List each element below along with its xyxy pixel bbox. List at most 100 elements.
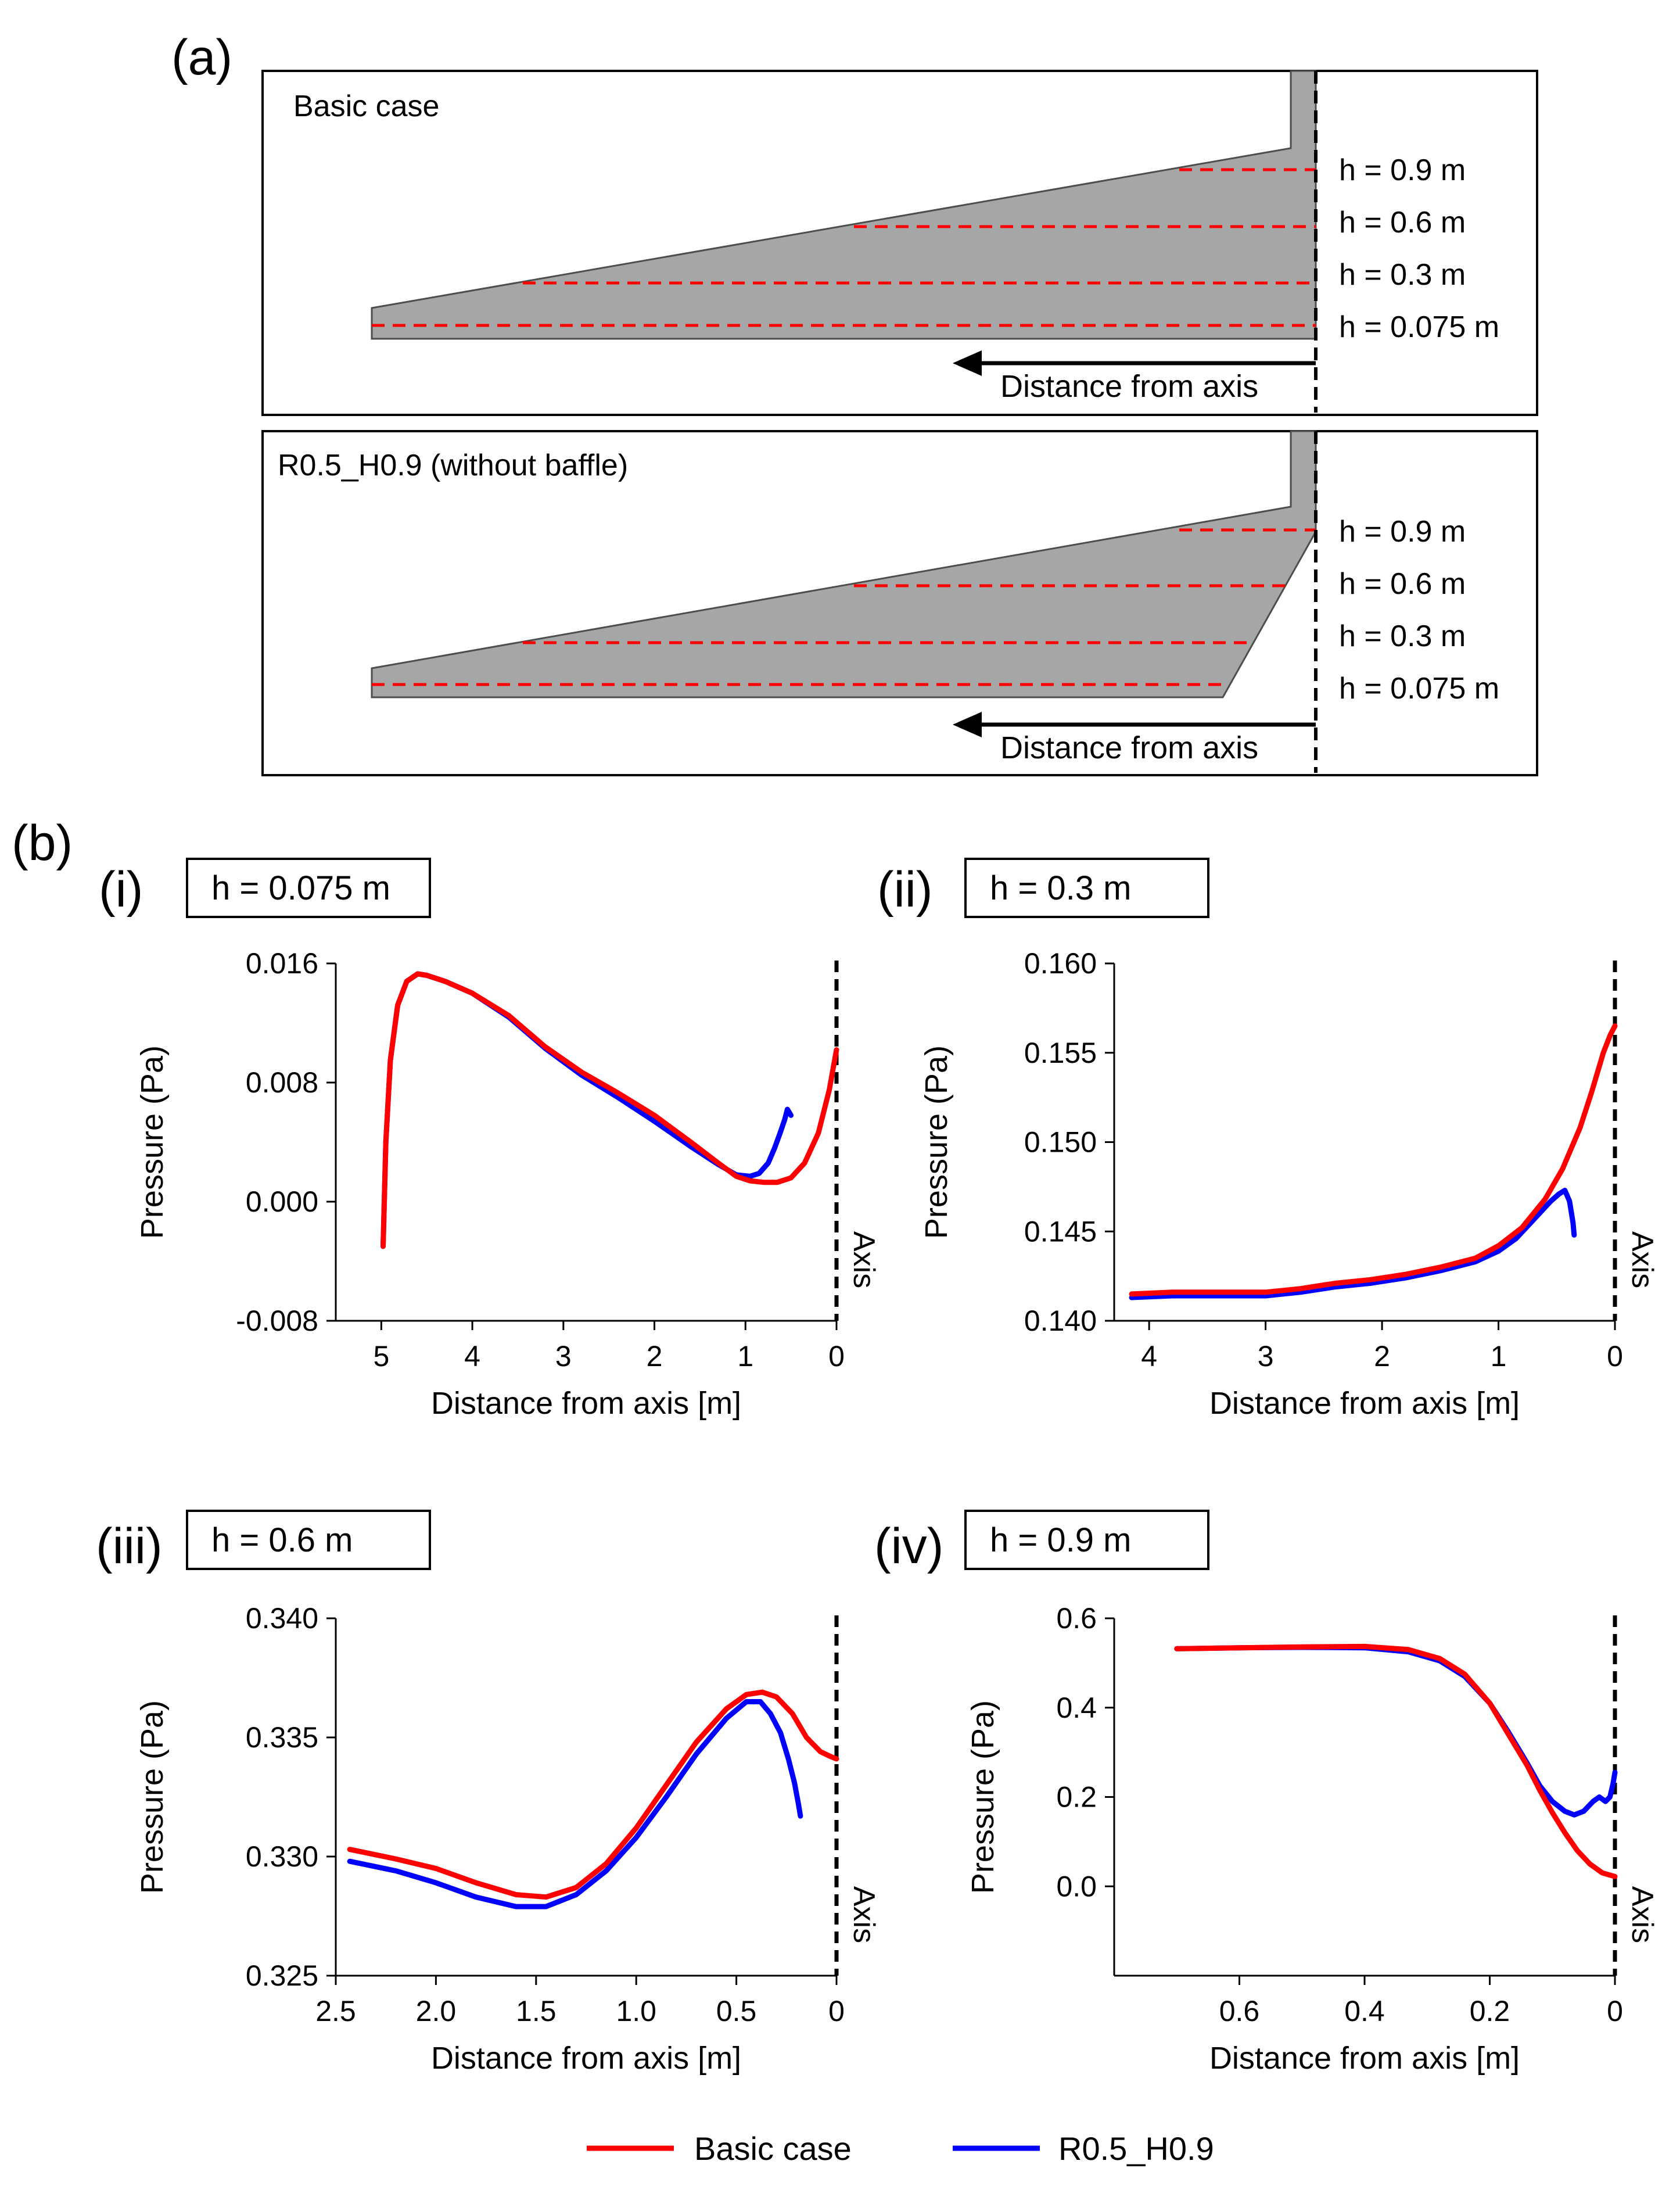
level-label-r05-h03: h = 0.3 m: [1339, 619, 1466, 653]
level-label-r05-h06: h = 0.6 m: [1339, 567, 1466, 601]
x-tick-label: 0.4: [1344, 1995, 1385, 2027]
level-label-h03: h = 0.3 m: [1339, 258, 1466, 292]
series-line-basic-case: [347, 1689, 839, 1900]
chart-1: (i) h = 0.075 m -0.008 0.000 0.008 0.016 5 4 3 2 1…: [99, 858, 881, 1421]
y-tick-label: 0.155: [1024, 1037, 1097, 1069]
chart-title-box: [186, 1510, 431, 1570]
y-axis-label: Pressure (Pa): [135, 1045, 170, 1239]
chart-panel-label: (iii): [96, 1518, 163, 1574]
series-line-r0-5-h0-9: [1174, 1644, 1618, 1818]
x-tick-label: 2: [647, 1340, 663, 1373]
y-tick-label: 0.0: [1056, 1870, 1097, 1902]
series-line-basic-case: [380, 971, 839, 1249]
axis-marker-label: Axis: [1625, 1886, 1659, 1943]
y-tick-label: -0.008: [236, 1305, 318, 1337]
y-tick-label: 0.150: [1024, 1126, 1097, 1159]
arrow-head-r05: [953, 712, 982, 737]
level-label-h06: h = 0.6 m: [1339, 206, 1466, 239]
chart-3: (iii) h = 0.6 m 0.325 0.330 0.335 0.340 2.5 2.0…: [96, 1510, 881, 2076]
x-tick-label: 3: [555, 1340, 572, 1373]
x-tick-label: 0: [1607, 1340, 1623, 1373]
x-tick-label: 3: [1258, 1340, 1274, 1373]
x-tick-label: 2.5: [315, 1995, 356, 2027]
y-axis-label: Pressure (Pa): [919, 1045, 954, 1239]
x-tick-label: 0.5: [716, 1995, 757, 2027]
chart-title: h = 0.9 m: [990, 1521, 1131, 1559]
x-tick-label: 0: [1607, 1995, 1623, 2027]
diagram-r05-h09: R0.5_H0.9 (without baffle) h = 0.9 m h =…: [261, 430, 1538, 776]
y-axis-label: Pressure (Pa): [135, 1700, 170, 1894]
legend-label-basic: Basic case: [694, 2130, 852, 2167]
chart-title-box: [964, 1510, 1209, 1570]
x-tick-label: 1.5: [516, 1995, 557, 2027]
y-tick-label: 0.008: [246, 1066, 318, 1099]
x-tick-label: 1: [1491, 1340, 1507, 1373]
series-line-basic-case: [1129, 1023, 1618, 1297]
tank-shape-basic: [371, 70, 1317, 340]
panel-a-label: (a): [171, 30, 232, 85]
y-tick-label: 0.145: [1024, 1215, 1097, 1248]
chart-panel-label: (iv): [874, 1518, 943, 1574]
level-label-r05-h09: h = 0.9 m: [1339, 515, 1466, 549]
series-line-r0-5-h0-9: [1129, 1188, 1577, 1300]
tank-shape-r05: [371, 430, 1317, 698]
y-tick-label: 0.016: [246, 947, 318, 980]
y-tick-label: 0.335: [246, 1721, 318, 1754]
chart-4: (iv) h = 0.9 m 0.0 0.2 0.4 0.6 0.6 0.4 0.2 0 Dista…: [874, 1510, 1659, 2076]
y-axis-label: Pressure (Pa): [965, 1700, 1000, 1894]
diagram-basic-frame: [261, 70, 1538, 416]
chart-2: (ii) h = 0.3 m 0.140 0.145 0.150 0.155 0.160 4 3…: [877, 858, 1659, 1421]
chart-title: h = 0.3 m: [990, 869, 1131, 907]
x-axis-label: Distance from axis [m]: [1209, 1386, 1520, 1421]
chart-panel-label: (ii): [877, 862, 933, 918]
series-line-r0-5-h0-9: [347, 1699, 803, 1909]
x-tick-label: 4: [1141, 1340, 1157, 1373]
axis-marker-label: Axis: [1625, 1231, 1659, 1288]
x-tick-label: 0: [828, 1995, 845, 2027]
diagram-r05-title: R0.5_H0.9 (without baffle): [278, 449, 628, 482]
x-axis-label: Distance from axis [m]: [1209, 2041, 1520, 2076]
x-tick-label: 4: [464, 1340, 480, 1373]
diagram-r05-frame: [261, 430, 1538, 776]
y-tick-label: 0.2: [1056, 1781, 1097, 1814]
x-tick-label: 1: [737, 1340, 753, 1373]
x-tick-label: 0.2: [1470, 1995, 1510, 2027]
chart-title: h = 0.6 m: [211, 1521, 353, 1559]
y-tick-label: 0.4: [1056, 1692, 1097, 1724]
level-label-h0075: h = 0.075 m: [1339, 310, 1499, 344]
legend-label-r05: R0.5_H0.9: [1058, 2130, 1214, 2167]
x-tick-label: 1.0: [616, 1995, 656, 2027]
series-line-basic-case: [1174, 1643, 1618, 1879]
distance-label-basic: Distance from axis: [1000, 369, 1258, 404]
distance-label-r05: Distance from axis: [1000, 730, 1258, 765]
panel-b-label: (b): [12, 815, 73, 871]
y-tick-label: 0.140: [1024, 1305, 1097, 1337]
axis-marker-label: Axis: [847, 1231, 881, 1288]
x-axis-label: Distance from axis [m]: [431, 2041, 741, 2076]
chart-title: h = 0.075 m: [211, 869, 390, 907]
axis-marker-label: Axis: [847, 1886, 881, 1943]
diagram-basic-case: Basic case h = 0.9 m h = 0.6 m h = 0.3 m…: [261, 70, 1538, 416]
x-axis-label: Distance from axis [m]: [431, 1386, 741, 1421]
y-tick-label: 0.330: [246, 1840, 318, 1873]
legend: Basic case R0.5_H0.9: [587, 2130, 1214, 2167]
x-tick-label: 2: [1374, 1340, 1390, 1373]
x-tick-label: 5: [373, 1340, 389, 1373]
arrow-head-basic: [953, 350, 982, 376]
y-tick-label: 0.160: [1024, 947, 1097, 980]
level-label-r05-h0075: h = 0.075 m: [1339, 672, 1499, 705]
chart-title-box: [964, 858, 1209, 918]
x-tick-label: 2.0: [416, 1995, 457, 2027]
series-line-r0-5-h0-9: [380, 971, 794, 1249]
y-tick-label: 0.000: [246, 1185, 318, 1218]
x-tick-label: 0.6: [1219, 1995, 1260, 2027]
y-tick-label: 0.6: [1056, 1602, 1097, 1635]
level-label-h09: h = 0.9 m: [1339, 153, 1466, 187]
chart-title-box: [186, 858, 431, 918]
x-tick-label: 0: [828, 1340, 845, 1373]
y-tick-label: 0.340: [246, 1602, 318, 1635]
diagram-basic-title: Basic case: [293, 89, 439, 123]
y-tick-label: 0.325: [246, 1959, 318, 1992]
